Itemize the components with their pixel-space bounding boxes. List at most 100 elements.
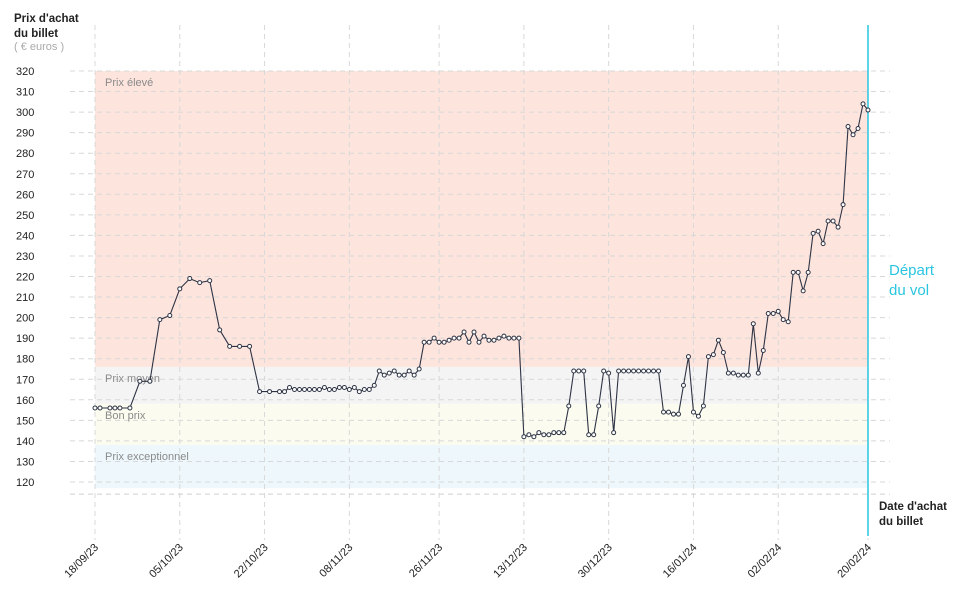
price-point bbox=[661, 409, 667, 415]
x-tick-label: 20/02/24 bbox=[835, 542, 874, 581]
price-point bbox=[426, 339, 432, 345]
price-point bbox=[491, 337, 497, 343]
x-tick-label: 02/02/24 bbox=[746, 542, 785, 581]
y-tick-label: 320 bbox=[16, 66, 34, 78]
price-point bbox=[247, 343, 253, 349]
x-tick-label: 18/09/23 bbox=[62, 542, 101, 581]
price-point bbox=[147, 378, 153, 384]
y-tick-label: 210 bbox=[16, 292, 34, 304]
price-point bbox=[855, 126, 861, 132]
price-point bbox=[790, 269, 796, 275]
x-tick-label: 30/12/23 bbox=[576, 542, 615, 581]
price-point bbox=[526, 432, 532, 438]
price-point bbox=[745, 372, 751, 378]
price-point bbox=[316, 387, 322, 393]
price-point bbox=[541, 432, 547, 438]
x-tick-label: 26/11/23 bbox=[407, 542, 445, 580]
price-point bbox=[197, 280, 203, 286]
price-point bbox=[685, 354, 691, 360]
price-point bbox=[461, 329, 467, 335]
y-tick-label: 130 bbox=[16, 456, 34, 468]
price-point bbox=[616, 368, 622, 374]
price-point bbox=[546, 432, 552, 438]
price-point bbox=[331, 387, 337, 393]
price-point bbox=[705, 354, 711, 360]
price-point bbox=[646, 368, 652, 374]
price-point bbox=[117, 405, 123, 411]
price-point bbox=[371, 382, 377, 388]
price-point bbox=[501, 333, 507, 339]
price-point bbox=[700, 403, 706, 409]
price-point bbox=[675, 411, 681, 417]
price-point bbox=[785, 319, 791, 325]
y-tick-label: 200 bbox=[16, 313, 34, 325]
price-point bbox=[690, 409, 696, 415]
price-point bbox=[356, 389, 362, 395]
price-point bbox=[326, 387, 332, 393]
price-point bbox=[137, 378, 143, 384]
y-axis-title: Prix d'achat bbox=[14, 13, 79, 25]
price-point bbox=[92, 405, 98, 411]
price-point bbox=[346, 387, 352, 393]
price-point bbox=[431, 335, 437, 341]
price-point bbox=[710, 352, 716, 358]
price-point bbox=[750, 321, 756, 327]
price-point bbox=[311, 387, 317, 393]
x-tick-label: 08/11/23 bbox=[317, 542, 355, 580]
price-point bbox=[376, 368, 382, 374]
price-point bbox=[611, 430, 617, 436]
price-point bbox=[207, 278, 213, 284]
price-point bbox=[770, 310, 776, 316]
price-point bbox=[725, 370, 731, 376]
price-point bbox=[336, 384, 342, 390]
price-point bbox=[516, 335, 522, 341]
price-point bbox=[401, 372, 407, 378]
price-point bbox=[217, 327, 223, 333]
price-point bbox=[301, 387, 307, 393]
price-point bbox=[845, 123, 851, 129]
price-point bbox=[411, 372, 417, 378]
price-point bbox=[436, 339, 442, 345]
x-tick-label: 05/10/23 bbox=[147, 542, 186, 581]
price-point bbox=[805, 269, 811, 275]
price-point bbox=[486, 337, 492, 343]
price-point bbox=[177, 286, 183, 292]
price-point bbox=[471, 329, 477, 335]
price-point bbox=[621, 368, 627, 374]
price-point bbox=[586, 432, 592, 438]
price-point bbox=[760, 347, 766, 353]
price-point bbox=[531, 434, 537, 440]
price-point bbox=[656, 368, 662, 374]
y-tick-label: 230 bbox=[16, 251, 34, 263]
y-axis-title: du billet bbox=[14, 28, 58, 40]
y-tick-label: 160 bbox=[16, 395, 34, 407]
y-tick-label: 150 bbox=[16, 415, 34, 427]
price-point bbox=[636, 368, 642, 374]
x-axis-title: Date d'achat bbox=[879, 501, 947, 513]
price-point bbox=[860, 101, 866, 107]
price-point bbox=[651, 368, 657, 374]
price-point bbox=[286, 384, 292, 390]
y-tick-label: 120 bbox=[16, 477, 34, 489]
price-zone bbox=[95, 445, 868, 489]
price-point bbox=[421, 339, 427, 345]
y-tick-label: 220 bbox=[16, 272, 34, 284]
y-tick-label: 300 bbox=[16, 107, 34, 119]
price-point bbox=[735, 372, 741, 378]
y-tick-label: 270 bbox=[16, 169, 34, 181]
price-point bbox=[566, 403, 572, 409]
price-point bbox=[511, 335, 517, 341]
price-point bbox=[456, 335, 462, 341]
price-point bbox=[386, 370, 392, 376]
price-point bbox=[97, 405, 103, 411]
x-axis-title: du billet bbox=[879, 516, 923, 528]
price-point bbox=[227, 343, 233, 349]
y-tick-label: 310 bbox=[16, 87, 34, 99]
price-point bbox=[641, 368, 647, 374]
price-point bbox=[740, 372, 746, 378]
price-point bbox=[351, 384, 357, 390]
price-point bbox=[306, 387, 312, 393]
price-point bbox=[840, 202, 846, 208]
price-point bbox=[496, 335, 502, 341]
price-point bbox=[466, 339, 472, 345]
